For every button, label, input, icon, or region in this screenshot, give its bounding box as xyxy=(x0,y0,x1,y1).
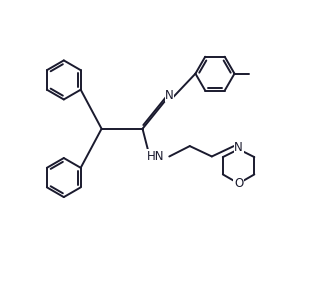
Text: HN: HN xyxy=(146,150,164,163)
Text: N: N xyxy=(165,88,174,101)
Text: N: N xyxy=(234,141,243,154)
Text: O: O xyxy=(234,177,243,190)
